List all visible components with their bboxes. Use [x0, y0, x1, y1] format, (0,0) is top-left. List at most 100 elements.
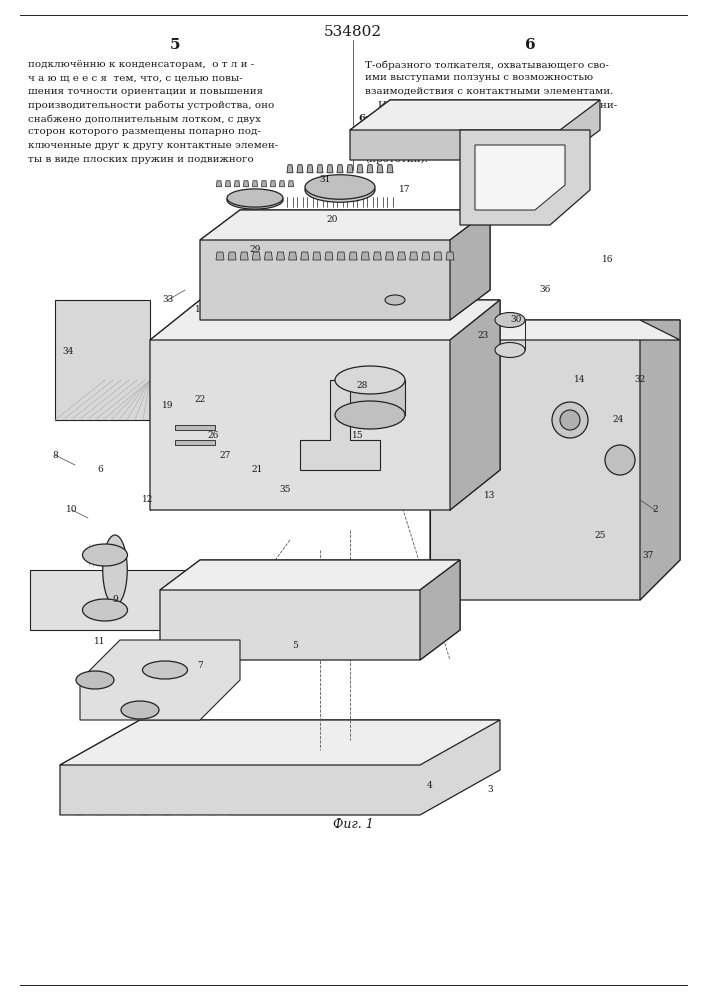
Polygon shape — [327, 165, 333, 173]
Polygon shape — [150, 300, 500, 340]
Polygon shape — [475, 145, 565, 210]
Text: Авторское свидетельство № 203074,: Авторское свидетельство № 203074, — [365, 127, 576, 136]
Text: 19: 19 — [162, 400, 174, 410]
Text: 16: 16 — [602, 255, 614, 264]
Ellipse shape — [495, 342, 525, 358]
Text: 34: 34 — [62, 348, 74, 357]
Polygon shape — [350, 100, 600, 160]
Polygon shape — [288, 252, 297, 260]
Polygon shape — [200, 210, 490, 240]
Text: 10: 10 — [66, 506, 78, 514]
Polygon shape — [80, 640, 240, 720]
Text: сторон которого размещены попарно под-: сторон которого размещены попарно под- — [28, 127, 261, 136]
Text: 6: 6 — [525, 38, 535, 52]
Polygon shape — [361, 252, 369, 260]
Polygon shape — [420, 560, 460, 660]
Polygon shape — [300, 252, 309, 260]
Polygon shape — [317, 165, 323, 173]
Text: 33: 33 — [163, 296, 174, 304]
Polygon shape — [350, 100, 600, 130]
Text: 9: 9 — [112, 595, 118, 604]
Polygon shape — [377, 165, 383, 173]
Polygon shape — [446, 252, 454, 260]
Ellipse shape — [495, 312, 525, 328]
Polygon shape — [460, 130, 590, 225]
Text: снабжено дополнительным лотком, с двух: снабжено дополнительным лотком, с двух — [28, 114, 261, 123]
Polygon shape — [450, 210, 490, 320]
Polygon shape — [279, 181, 284, 187]
Text: 14: 14 — [574, 375, 586, 384]
Text: 3: 3 — [487, 786, 493, 794]
Text: шения точности ориентации и повышения: шения точности ориентации и повышения — [28, 87, 263, 96]
Polygon shape — [55, 300, 150, 420]
Text: 36: 36 — [539, 286, 551, 294]
Polygon shape — [160, 560, 460, 660]
Polygon shape — [226, 181, 230, 187]
Ellipse shape — [121, 701, 159, 719]
Polygon shape — [160, 560, 460, 590]
Polygon shape — [228, 252, 236, 260]
Text: 13: 13 — [484, 490, 496, 499]
Polygon shape — [430, 320, 680, 340]
Text: 25: 25 — [595, 530, 606, 540]
Polygon shape — [349, 252, 357, 260]
Text: 26: 26 — [207, 430, 218, 440]
Polygon shape — [300, 380, 380, 470]
Text: 20: 20 — [327, 216, 338, 225]
Polygon shape — [252, 181, 257, 187]
Polygon shape — [271, 181, 276, 187]
Text: ключенные друг к другу контактные элемен-: ключенные друг к другу контактные элемен… — [28, 141, 279, 150]
Text: 534802: 534802 — [324, 25, 382, 39]
Polygon shape — [373, 252, 381, 260]
Text: 15: 15 — [352, 430, 364, 440]
Polygon shape — [337, 165, 343, 173]
Text: 22: 22 — [194, 395, 206, 404]
Circle shape — [605, 445, 635, 475]
Ellipse shape — [335, 401, 405, 429]
Polygon shape — [409, 252, 418, 260]
Text: взаимодействия с контактными элементами.: взаимодействия с контактными элементами. — [365, 87, 614, 96]
Text: 5: 5 — [292, 641, 298, 650]
Text: ими выступами ползуны с возможностью: ими выступами ползуны с возможностью — [365, 74, 593, 83]
Ellipse shape — [227, 189, 283, 207]
Text: 29: 29 — [250, 245, 261, 254]
Text: 30: 30 — [510, 316, 522, 324]
Text: 6: 6 — [97, 466, 103, 475]
Ellipse shape — [143, 661, 187, 679]
Text: 28: 28 — [356, 380, 368, 389]
Ellipse shape — [305, 175, 375, 199]
Polygon shape — [216, 252, 224, 260]
Text: 4: 4 — [427, 780, 433, 790]
Polygon shape — [450, 300, 500, 510]
Ellipse shape — [76, 671, 114, 689]
Polygon shape — [243, 181, 248, 187]
Ellipse shape — [335, 366, 405, 394]
Text: 5: 5 — [170, 38, 180, 52]
Polygon shape — [312, 252, 321, 260]
Polygon shape — [30, 570, 200, 630]
Polygon shape — [252, 252, 260, 260]
Text: (прототип).: (прототип). — [365, 154, 428, 164]
Text: 12: 12 — [142, 495, 153, 504]
Text: Источники информации, принятые  во вни-: Источники информации, принятые во вни- — [365, 101, 617, 109]
Circle shape — [552, 402, 588, 438]
Text: по кл. Н 01 G 13/00 от 19.05.66 г.: по кл. Н 01 G 13/00 от 19.05.66 г. — [365, 141, 548, 150]
Text: 37: 37 — [643, 550, 654, 560]
Ellipse shape — [83, 599, 127, 621]
Ellipse shape — [227, 191, 283, 209]
Text: 21: 21 — [251, 466, 263, 475]
Polygon shape — [430, 320, 680, 600]
Polygon shape — [216, 181, 221, 187]
Text: подключённю к конденсаторам,  о т л и -: подключённю к конденсаторам, о т л и - — [28, 60, 255, 69]
Polygon shape — [240, 252, 248, 260]
Polygon shape — [60, 720, 500, 815]
Text: Т-образного толкателя, охватывающего сво-: Т-образного толкателя, охватывающего сво… — [365, 60, 609, 70]
Ellipse shape — [385, 295, 405, 305]
Text: 31: 31 — [320, 176, 331, 184]
Polygon shape — [335, 380, 405, 415]
Polygon shape — [357, 165, 363, 173]
Polygon shape — [640, 320, 680, 600]
Polygon shape — [422, 252, 430, 260]
Polygon shape — [434, 252, 442, 260]
Text: 11: 11 — [94, 638, 106, 647]
